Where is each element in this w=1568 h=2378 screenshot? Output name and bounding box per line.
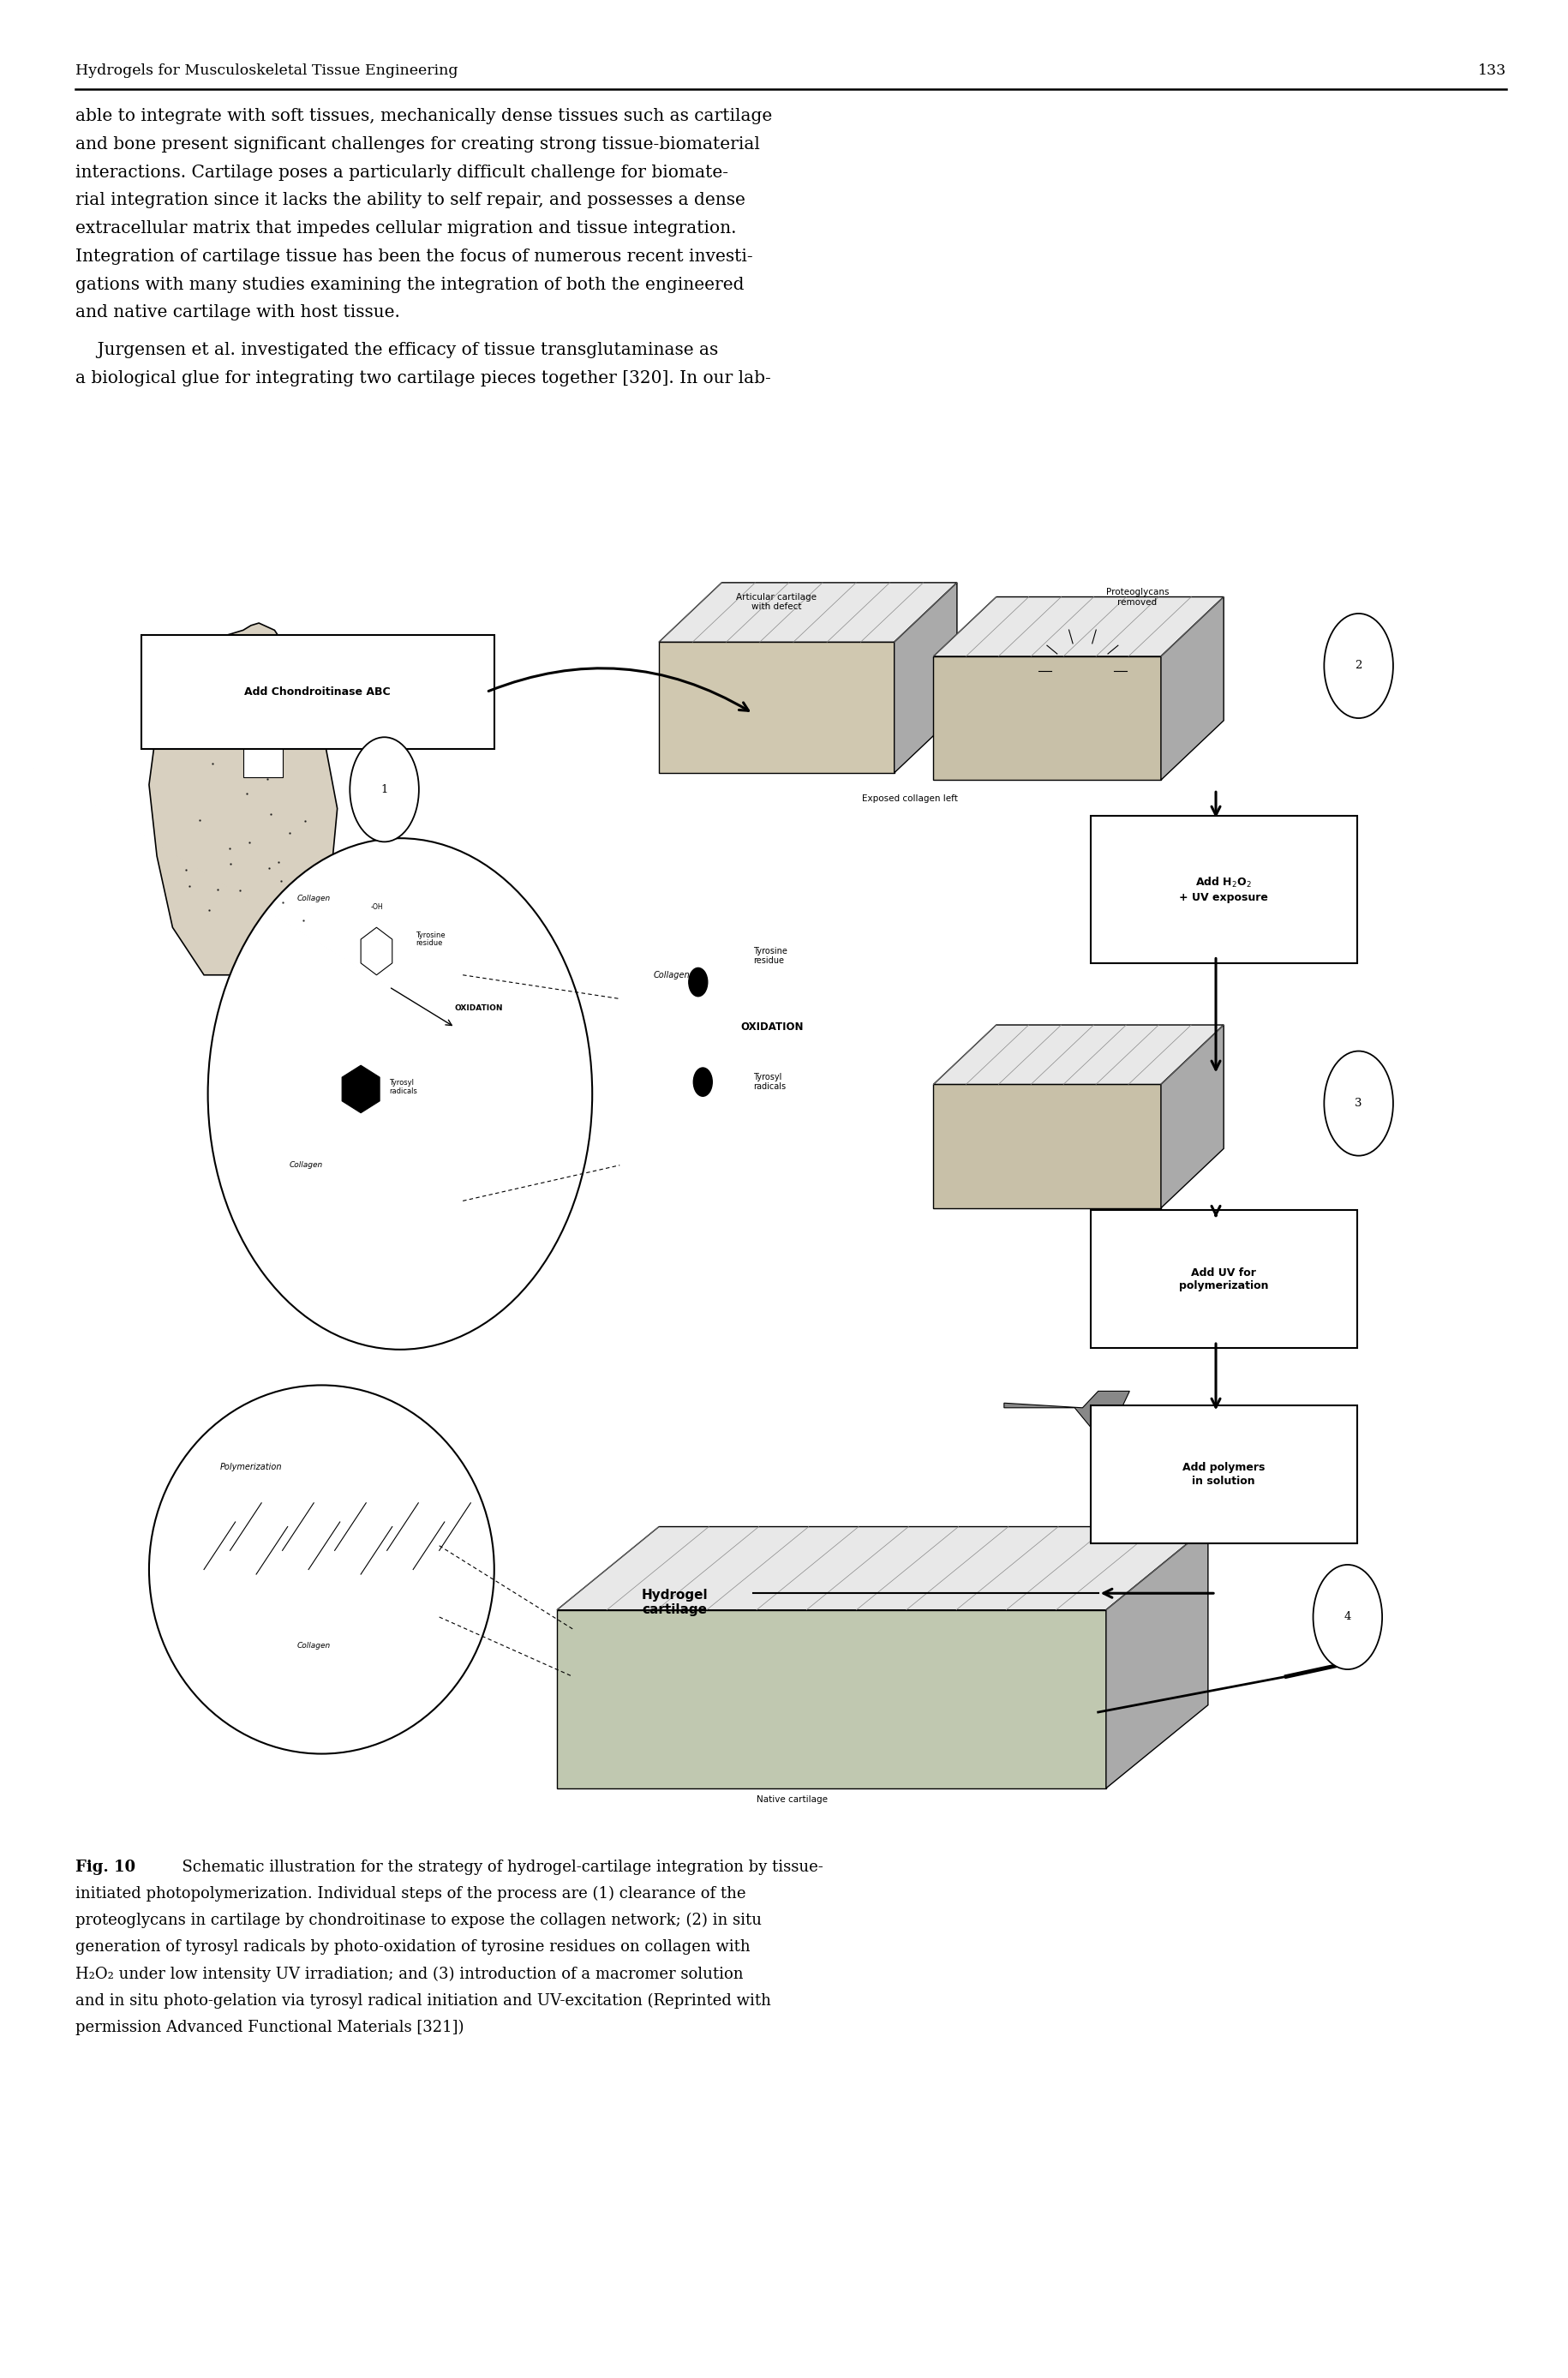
Text: Add H$_2$O$_2$
+ UV exposure: Add H$_2$O$_2$ + UV exposure [1179,875,1267,904]
Text: Hydrogel
cartilage: Hydrogel cartilage [641,1589,707,1617]
Polygon shape [557,1527,1207,1610]
Polygon shape [933,656,1160,780]
Text: gations with many studies examining the integration of both the engineered: gations with many studies examining the … [75,276,743,292]
Text: Add polymers
in solution: Add polymers in solution [1182,1462,1264,1486]
Text: Schematic illustration for the strategy of hydrogel-cartilage integration by tis: Schematic illustration for the strategy … [172,1860,823,1874]
Text: Exposed collagen left: Exposed collagen left [861,794,958,804]
Text: generation of tyrosyl radicals by photo-oxidation of tyrosine residues on collag: generation of tyrosyl radicals by photo-… [75,1940,750,1955]
Text: Add UV for
polymerization: Add UV for polymerization [1178,1267,1269,1291]
Text: 133: 133 [1477,62,1505,78]
Text: 2: 2 [1355,661,1361,671]
Text: OXIDATION: OXIDATION [455,1004,503,1013]
Polygon shape [933,1084,1160,1208]
Polygon shape [894,583,956,773]
Text: -OH: -OH [370,904,383,911]
Text: Tyrosyl
radicals: Tyrosyl radicals [389,1080,417,1094]
Text: rial integration since it lacks the ability to self repair, and possesses a dens: rial integration since it lacks the abil… [75,193,745,209]
Polygon shape [1160,1025,1223,1208]
Text: Collagen: Collagen [296,1641,331,1650]
Text: and native cartilage with host tissue.: and native cartilage with host tissue. [75,304,400,321]
Text: OXIDATION: OXIDATION [740,1023,803,1032]
Text: Integration of cartilage tissue has been the focus of numerous recent investi-: Integration of cartilage tissue has been… [75,250,753,264]
Text: and bone present significant challenges for creating strong tissue-biomaterial: and bone present significant challenges … [75,136,759,152]
Text: Tyrosyl
radicals: Tyrosyl radicals [753,1072,786,1092]
Circle shape [693,1068,712,1096]
Text: Collagen: Collagen [654,970,690,980]
Text: H₂O₂ under low intensity UV irradiation; and (3) introduction of a macromer solu: H₂O₂ under low intensity UV irradiation;… [75,1967,743,1981]
Text: permission Advanced Functional Materials [321]): permission Advanced Functional Materials… [75,2019,464,2036]
Ellipse shape [209,839,591,1351]
Text: Collagen: Collagen [296,894,331,904]
Polygon shape [149,623,337,975]
Text: Native cartilage: Native cartilage [756,1795,828,1805]
Polygon shape [1160,597,1223,780]
Text: Hydrogels for Musculoskeletal Tissue Engineering: Hydrogels for Musculoskeletal Tissue Eng… [75,62,458,78]
Text: Fig. 10: Fig. 10 [75,1860,135,1874]
Text: Articular cartilage
with defect: Articular cartilage with defect [735,592,817,611]
Circle shape [688,968,707,996]
Text: proteoglycans in cartilage by chondroitinase to expose the collagen network; (2): proteoglycans in cartilage by chondroiti… [75,1912,760,1929]
Polygon shape [933,1025,1223,1084]
Text: 1: 1 [381,785,387,794]
Circle shape [350,737,419,842]
Text: a biological glue for integrating two cartilage pieces together [320]. In our la: a biological glue for integrating two ca… [75,371,770,388]
FancyBboxPatch shape [1090,1405,1356,1543]
Text: interactions. Cartilage poses a particularly difficult challenge for biomate-: interactions. Cartilage poses a particul… [75,164,728,181]
Polygon shape [659,583,956,642]
FancyBboxPatch shape [1090,816,1356,963]
Circle shape [1323,1051,1392,1156]
Text: Tyrosine
residue: Tyrosine residue [753,946,787,965]
Circle shape [1323,614,1392,718]
FancyBboxPatch shape [243,735,282,778]
Text: Proteoglycans
removed: Proteoglycans removed [1105,587,1168,606]
Text: Jurgensen et al. investigated the efficacy of tissue transglutaminase as: Jurgensen et al. investigated the effica… [75,342,718,359]
Text: Polymerization: Polymerization [220,1462,282,1472]
Text: Tyrosine
residue: Tyrosine residue [416,932,445,946]
FancyBboxPatch shape [141,635,494,749]
Ellipse shape [149,1384,494,1755]
Text: able to integrate with soft tissues, mechanically dense tissues such as cartilag: able to integrate with soft tissues, mec… [75,107,771,124]
Text: Collagen: Collagen [289,1160,323,1170]
Text: 4: 4 [1344,1612,1350,1622]
Circle shape [1312,1565,1381,1669]
Polygon shape [342,1065,379,1113]
Polygon shape [933,597,1223,656]
Text: Add Chondroitinase ABC: Add Chondroitinase ABC [245,687,390,697]
Text: and in situ photo-gelation via tyrosyl radical initiation and UV-excitation (Rep: and in situ photo-gelation via tyrosyl r… [75,1993,770,2009]
Text: initiated photopolymerization. Individual steps of the process are (1) clearance: initiated photopolymerization. Individua… [75,1886,745,1902]
Polygon shape [1004,1391,1129,1427]
Text: 3: 3 [1355,1099,1361,1108]
FancyBboxPatch shape [1090,1210,1356,1348]
Polygon shape [1105,1527,1207,1788]
Polygon shape [361,927,392,975]
Polygon shape [659,642,894,773]
Polygon shape [557,1610,1105,1788]
Text: extracellular matrix that impedes cellular migration and tissue integration.: extracellular matrix that impedes cellul… [75,221,735,238]
